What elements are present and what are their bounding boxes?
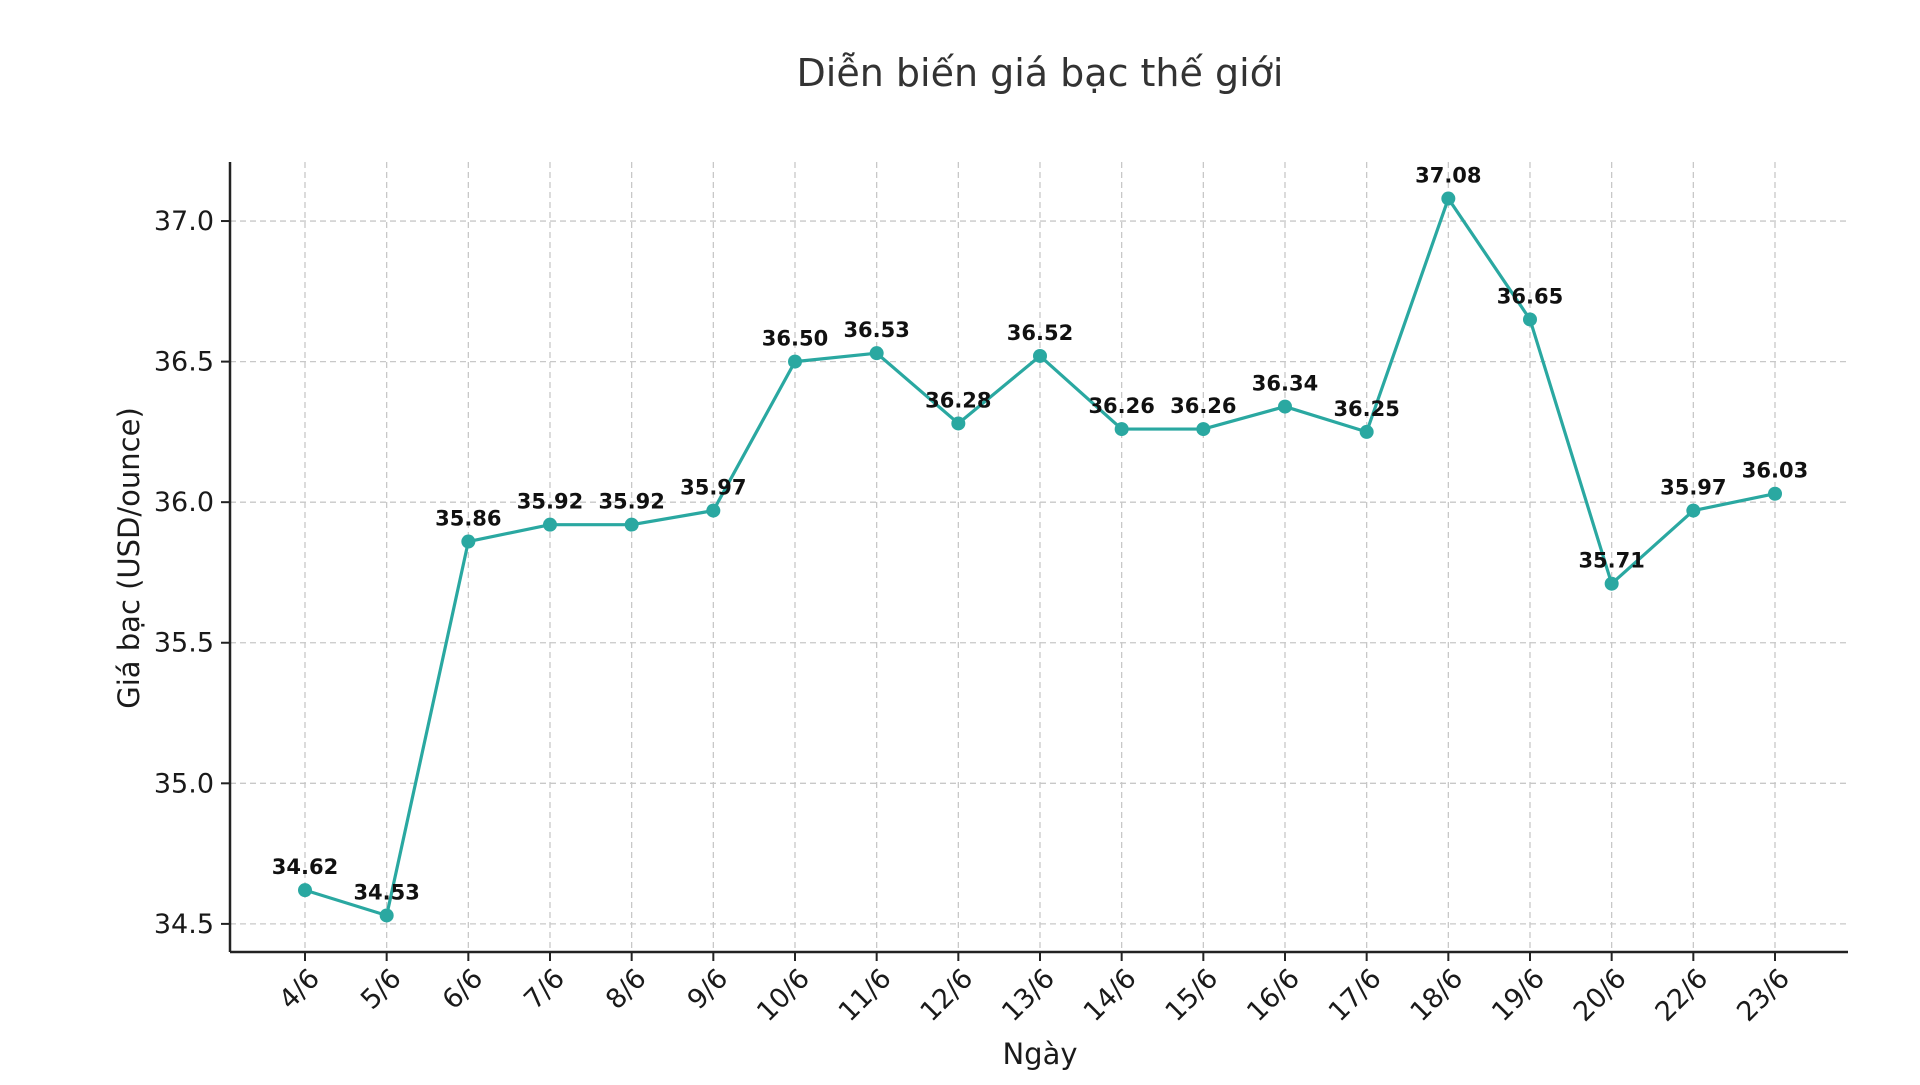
data-label: 36.50 [762, 327, 828, 351]
grid [230, 162, 1848, 952]
data-label: 35.86 [435, 507, 501, 531]
data-point [1114, 422, 1129, 437]
x-tick-label: 12/6 [914, 963, 979, 1028]
data-label: 36.25 [1333, 397, 1399, 421]
x-tick-label: 6/6 [437, 963, 490, 1016]
x-tick-label: 22/6 [1649, 963, 1714, 1028]
chart-title: Diễn biến giá bạc thế giới [797, 51, 1284, 95]
x-axis-title: Ngày [1002, 1037, 1077, 1071]
data-label: 35.71 [1578, 549, 1644, 573]
x-tick-label: 15/6 [1159, 963, 1224, 1028]
data-point [788, 354, 802, 369]
data-label: 35.97 [680, 476, 746, 500]
x-tick-label: 8/6 [600, 963, 653, 1016]
data-label: 36.03 [1742, 459, 1808, 483]
data-label: 34.53 [353, 880, 419, 904]
data-point [543, 517, 557, 532]
x-tick-label: 4/6 [273, 963, 326, 1016]
data-point [624, 517, 639, 532]
data-point [1441, 191, 1456, 206]
data-label: 35.92 [598, 490, 664, 514]
data-label: 37.08 [1415, 164, 1481, 188]
x-tick-label: 10/6 [751, 963, 816, 1028]
data-point [1359, 424, 1374, 439]
data-point [1768, 486, 1782, 501]
x-tick-label: 13/6 [996, 963, 1061, 1028]
data-label: 35.97 [1660, 476, 1726, 500]
x-tick-label: 23/6 [1731, 963, 1796, 1028]
data-label: 36.26 [1170, 394, 1236, 418]
data-point [1604, 576, 1619, 591]
x-tick-label: 9/6 [682, 963, 735, 1016]
series [298, 191, 1782, 923]
y-tick-label: 36.0 [154, 487, 214, 518]
data-label: 35.92 [517, 490, 583, 514]
x-tick-label: 16/6 [1241, 963, 1306, 1028]
x-tick-label: 5/6 [355, 963, 408, 1016]
x-tick-label: 17/6 [1323, 963, 1388, 1028]
y-tick-label: 34.5 [154, 909, 214, 940]
data-label: 36.34 [1252, 372, 1318, 396]
x-tick-label: 7/6 [518, 963, 571, 1016]
data-point [869, 346, 884, 361]
y-tick-label: 35.0 [154, 768, 214, 799]
data-point [1523, 312, 1537, 327]
data-point [1033, 348, 1047, 363]
data-label: 36.26 [1088, 394, 1154, 418]
x-tick-label: 11/6 [833, 963, 898, 1028]
data-label: 36.52 [1007, 321, 1073, 345]
y-axis-title: Giá bạc (USD/ounce) [112, 407, 146, 709]
data-point [1278, 399, 1292, 414]
y-tick-label: 36.5 [154, 347, 214, 378]
y-tick-label: 37.0 [154, 206, 214, 237]
x-tick-label: 19/6 [1486, 963, 1551, 1028]
data-point [298, 883, 312, 898]
data-point [1196, 422, 1211, 437]
data-point [706, 503, 721, 518]
data-point [379, 908, 394, 923]
data-label: 36.65 [1497, 284, 1563, 308]
data-point [951, 416, 966, 431]
x-tick-label: 20/6 [1568, 963, 1633, 1028]
x-tick-label: 18/6 [1404, 963, 1469, 1028]
data-label: 36.28 [925, 388, 991, 412]
data-label: 36.53 [843, 318, 909, 342]
data-point [461, 534, 476, 549]
x-tick-label: 14/6 [1078, 963, 1143, 1028]
data-point [1686, 503, 1701, 518]
y-tick-label: 35.5 [154, 628, 214, 659]
data-labels: 34.62 34.53 35.86 35.92 35.92 35.97 36.50 36.53… [272, 164, 1808, 905]
data-label: 34.62 [272, 855, 338, 879]
